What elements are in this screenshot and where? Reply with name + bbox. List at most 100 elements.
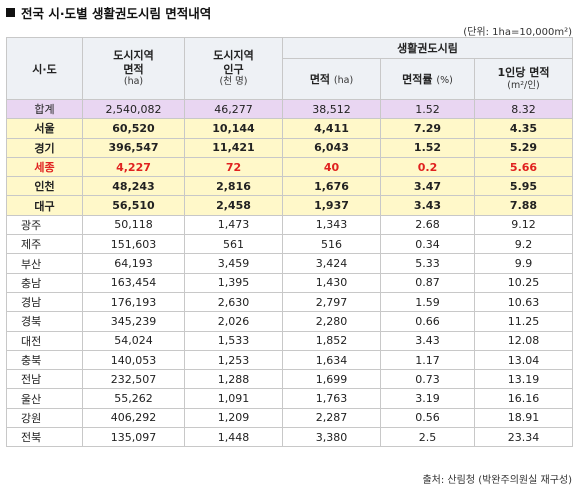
cell-area: 396,547 [82,137,185,158]
cell-per-capita: 23.34 [474,427,573,448]
cell-ratio: 3.43 [380,195,475,216]
cell-region: 인천 [6,176,83,197]
header-urban-area-l2: 면적 [123,62,144,76]
cell-ratio: 1.17 [380,349,475,371]
cell-pop: 11,421 [184,137,283,158]
cell-ratio: 1.52 [380,98,475,120]
cell-area: 60,520 [82,118,185,139]
cell-forest: 1,763 [282,388,381,409]
source-note: 출처: 산림청 (박완주의원실 재구성) [422,475,572,486]
cell-area: 176,193 [82,291,185,313]
cell-pop: 1,288 [184,369,283,390]
cell-forest: 1,634 [282,349,381,371]
cell-region: 충북 [6,349,83,371]
header-urban-area-l1: 도시지역 [113,48,154,62]
cell-pop: 1,395 [184,272,283,293]
cell-region: 제주 [6,234,83,255]
cell-pop: 46,277 [184,98,283,120]
cell-region: 대구 [6,195,83,216]
table-row: 대구 56,510 2,458 1,937 3.43 7.88 [6,195,573,216]
table-row: 전북 135,097 1,448 3,380 2.5 23.34 [6,427,573,448]
cell-area: 345,239 [82,311,185,332]
cell-ratio: 0.2 [380,156,475,178]
table-row: 경북 345,239 2,026 2,280 0.66 11.25 [6,311,573,332]
cell-ratio: 0.87 [380,272,475,293]
cell-forest: 3,380 [282,427,381,448]
cell-forest: 3,424 [282,253,381,274]
table-row: 울산 55,262 1,091 1,763 3.19 16.16 [6,388,573,409]
cell-area: 135,097 [82,427,185,448]
cell-area: 406,292 [82,407,185,429]
table-row: 서울 60,520 10,144 4,411 7.29 4.35 [6,118,573,139]
cell-per-capita: 10.63 [474,291,573,313]
cell-per-capita: 11.25 [474,311,573,332]
cell-ratio: 3.43 [380,330,475,351]
cell-region: 전북 [6,427,83,448]
cell-forest: 38,512 [282,98,381,120]
cell-region: 울산 [6,388,83,409]
table-row: 부산 64,193 3,459 3,424 5.33 9.9 [6,253,573,274]
cell-region: 세종 [6,156,83,178]
table-row: 경기 396,547 11,421 6,043 1.52 5.29 [6,137,573,158]
cell-ratio: 1.52 [380,137,475,158]
cell-forest: 2,797 [282,291,381,313]
header-urban-pop-l1: 도시지역 [213,48,254,62]
cell-forest: 1,343 [282,214,381,236]
cell-area: 55,262 [82,388,185,409]
header-forest-ratio-label: 면적률 [402,73,433,86]
cell-ratio: 0.34 [380,234,475,255]
table-row: 광주 50,118 1,473 1,343 2.68 9.12 [6,214,573,236]
cell-forest: 6,043 [282,137,381,158]
cell-forest: 1,676 [282,176,381,197]
cell-ratio: 0.73 [380,369,475,390]
cell-pop: 1,448 [184,427,283,448]
cell-per-capita: 16.16 [474,388,573,409]
header-urban-area: 도시지역 면적 (ha) [82,37,185,100]
cell-area: 2,540,082 [82,98,185,120]
cell-pop: 1,253 [184,349,283,371]
cell-area: 50,118 [82,214,185,236]
table-row: 세종 4,227 72 40 0.2 5.66 [6,156,573,178]
cell-per-capita: 18.91 [474,407,573,429]
cell-region: 전남 [6,369,83,390]
cell-pop: 561 [184,234,283,255]
cell-forest: 1,699 [282,369,381,390]
cell-region: 충남 [6,272,83,293]
table-row: 충북 140,053 1,253 1,634 1.17 13.04 [6,349,573,371]
table-row: 제주 151,603 561 516 0.34 9.2 [6,234,573,255]
cell-per-capita: 13.04 [474,349,573,371]
cell-pop: 1,473 [184,214,283,236]
header-forest-area: 면적 (ha) [282,58,381,100]
cell-per-capita: 5.29 [474,137,573,158]
cell-pop: 1,209 [184,407,283,429]
cell-per-capita: 13.19 [474,369,573,390]
cell-forest: 516 [282,234,381,255]
cell-ratio: 3.47 [380,176,475,197]
table-row: 대전 54,024 1,533 1,852 3.43 12.08 [6,330,573,351]
cell-forest: 2,287 [282,407,381,429]
header-urban-pop-unit: (천 명) [219,76,248,88]
table-row: 합계 2,540,082 46,277 38,512 1.52 8.32 [6,98,573,120]
table-row: 전남 232,507 1,288 1,699 0.73 13.19 [6,369,573,390]
cell-forest: 40 [282,156,381,178]
table-row: 충남 163,454 1,395 1,430 0.87 10.25 [6,272,573,293]
header-region: 시·도 [6,37,83,100]
cell-forest: 1,852 [282,330,381,351]
cell-per-capita: 8.32 [474,98,573,120]
header-per-capita: 1인당 면적 (m²/인) [474,58,573,100]
cell-ratio: 2.68 [380,214,475,236]
header-region-label: 시·도 [32,62,57,76]
cell-per-capita: 12.08 [474,330,573,351]
header-per-capita-unit: (m²/인) [507,79,540,91]
header-forest-group: 생활권도시림 [282,37,573,59]
cell-area: 56,510 [82,195,185,216]
cell-pop: 72 [184,156,283,178]
cell-area: 151,603 [82,234,185,255]
cell-ratio: 2.5 [380,427,475,448]
header-forest-area-unit: (ha) [333,75,354,86]
header-urban-pop: 도시지역 인구 (천 명) [184,37,283,100]
cell-forest: 1,430 [282,272,381,293]
cell-area: 140,053 [82,349,185,371]
cell-per-capita: 7.88 [474,195,573,216]
cell-ratio: 0.56 [380,407,475,429]
